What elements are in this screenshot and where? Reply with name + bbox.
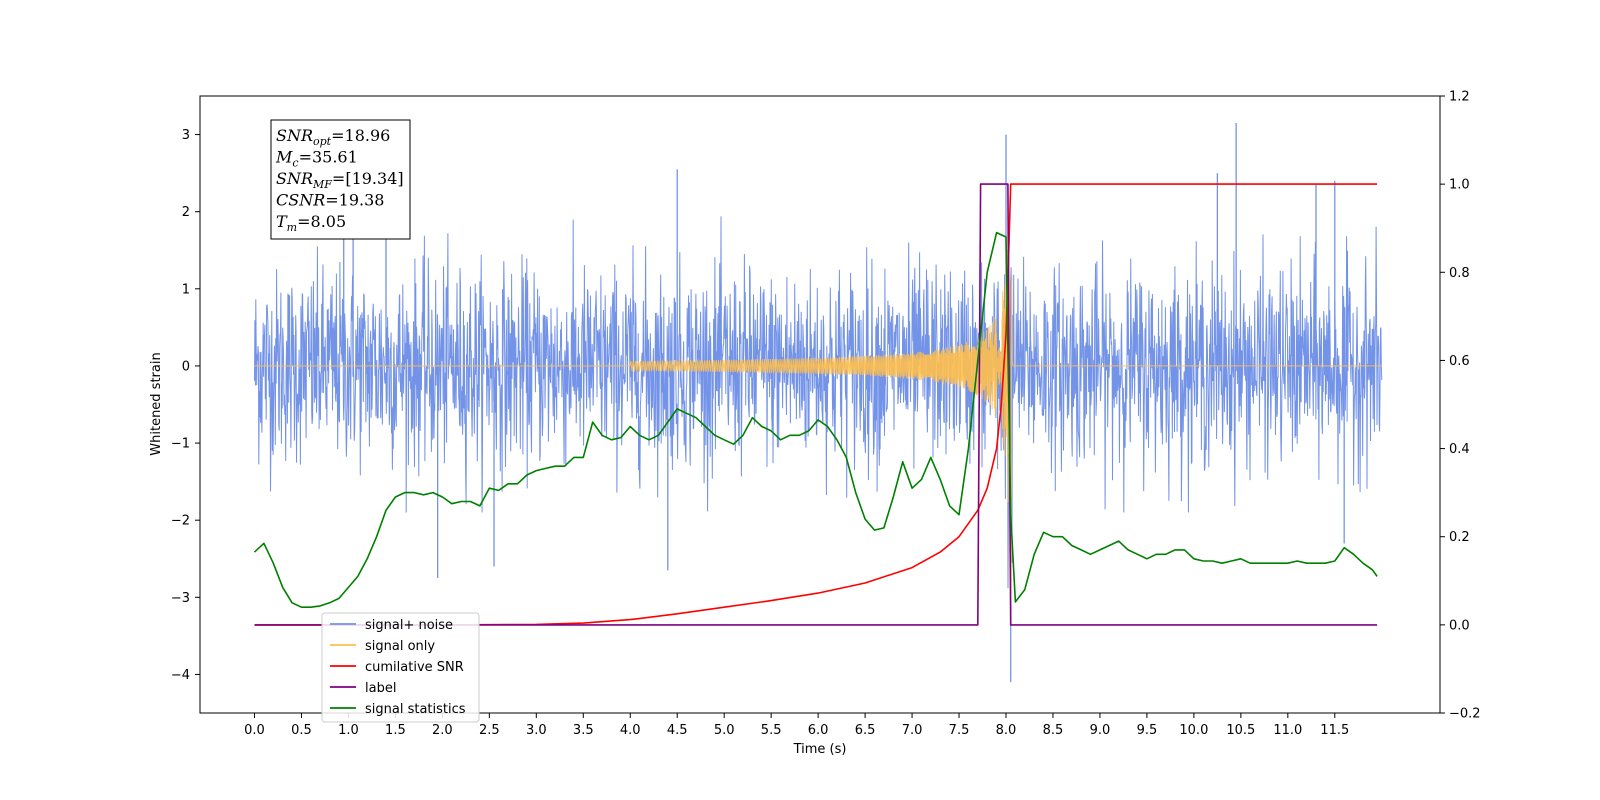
x-tick-label: 2.5 [479, 723, 500, 738]
y2-tick-label: 0.8 [1449, 266, 1470, 281]
x-tick-label: 5.5 [761, 723, 782, 738]
legend-frame [321, 612, 480, 723]
x-tick-label: 6.5 [855, 723, 876, 738]
x-tick-label: 3.0 [526, 723, 547, 738]
annotation-box: SNRopt=18.96Mc=35.61SNRMF=[19.34]CSNR=19… [270, 119, 411, 240]
y-tick-label: −4 [171, 668, 190, 683]
annotation-frame [270, 119, 411, 240]
annotation-line: SNRMF=[19.34] [276, 169, 404, 191]
axes-frame [199, 95, 1441, 714]
annotation-line: Mc=35.61 [275, 148, 358, 170]
series-signal-statistics-line [253, 231, 1378, 608]
y2-tick-label: 1.0 [1449, 178, 1470, 193]
y2-tick-label: 0.4 [1449, 442, 1470, 457]
x-tick-label: 4.5 [667, 723, 688, 738]
legend-item-label: signal+ noise [365, 618, 453, 633]
y-tick-label: −2 [171, 514, 190, 529]
y-axis-left: 3 2 1 0 −1 −2 −3 −4 [171, 128, 200, 683]
y2-tick-label: 0.6 [1449, 354, 1470, 369]
x-tick-label: 1.5 [385, 723, 406, 738]
x-tick-label: 10.5 [1226, 723, 1255, 738]
x-axis: 0.0 0.5 1.0 1.5 2.0 2.5 3.0 3.5 4.0 4.5 5.0 5.5 6.0 6… [244, 713, 1349, 738]
x-tick-label: 8.5 [1043, 723, 1064, 738]
x-tick-label: 8.0 [996, 723, 1017, 738]
x-tick-label: 11.0 [1273, 723, 1302, 738]
y-axis-label: Whitened strain [149, 352, 164, 455]
legend-item-label: signal only [365, 639, 435, 654]
annotation-line: SNRopt=18.96 [276, 126, 390, 148]
x-tick-label: 0.0 [244, 723, 265, 738]
plot-area [253, 122, 1383, 683]
annotation-line: Tm=8.05 [276, 212, 346, 234]
y-tick-label: 3 [182, 128, 190, 143]
y-tick-label: −3 [171, 591, 190, 606]
legend-item-label: label [365, 681, 396, 696]
x-tick-label: 1.0 [338, 723, 359, 738]
x-tick-label: 9.5 [1137, 723, 1158, 738]
x-tick-label: 0.5 [291, 723, 312, 738]
y2-tick-label: 0.2 [1449, 530, 1470, 545]
x-tick-label: 4.0 [620, 723, 641, 738]
x-tick-label: 10.0 [1179, 723, 1208, 738]
legend: signal+ noise signal only cumilative SNR la… [321, 612, 480, 723]
x-axis-label: Time (s) [793, 742, 847, 757]
x-tick-label: 11.5 [1320, 723, 1349, 738]
x-tick-label: 6.0 [808, 723, 829, 738]
y-tick-label: 2 [182, 205, 190, 220]
y-tick-label: 1 [182, 282, 190, 297]
series-label-line [254, 183, 1378, 626]
x-tick-label: 7.5 [949, 723, 970, 738]
x-tick-label: 3.5 [573, 723, 594, 738]
x-tick-label: 5.0 [714, 723, 735, 738]
x-tick-label: 9.0 [1090, 723, 1111, 738]
series-signal-only-line [254, 215, 1382, 605]
y2-tick-label: −0.2 [1449, 707, 1481, 722]
y2-tick-label: 0.0 [1449, 618, 1470, 633]
y-axis-right: 1.2 1.0 0.8 0.6 0.4 0.2 0.0 −0.2 [1440, 90, 1481, 722]
annotation-line: CSNR=19.38 [276, 191, 384, 210]
y2-tick-label: 1.2 [1449, 90, 1470, 105]
legend-item-label: cumilative SNR [365, 660, 464, 675]
y-tick-label: 0 [182, 359, 190, 374]
series-signal-noise-line [254, 216, 1383, 589]
x-tick-label: 2.0 [432, 723, 453, 738]
x-tick-label: 7.0 [902, 723, 923, 738]
legend-item-label: signal statistics [365, 702, 466, 717]
y-tick-label: −1 [171, 437, 190, 452]
